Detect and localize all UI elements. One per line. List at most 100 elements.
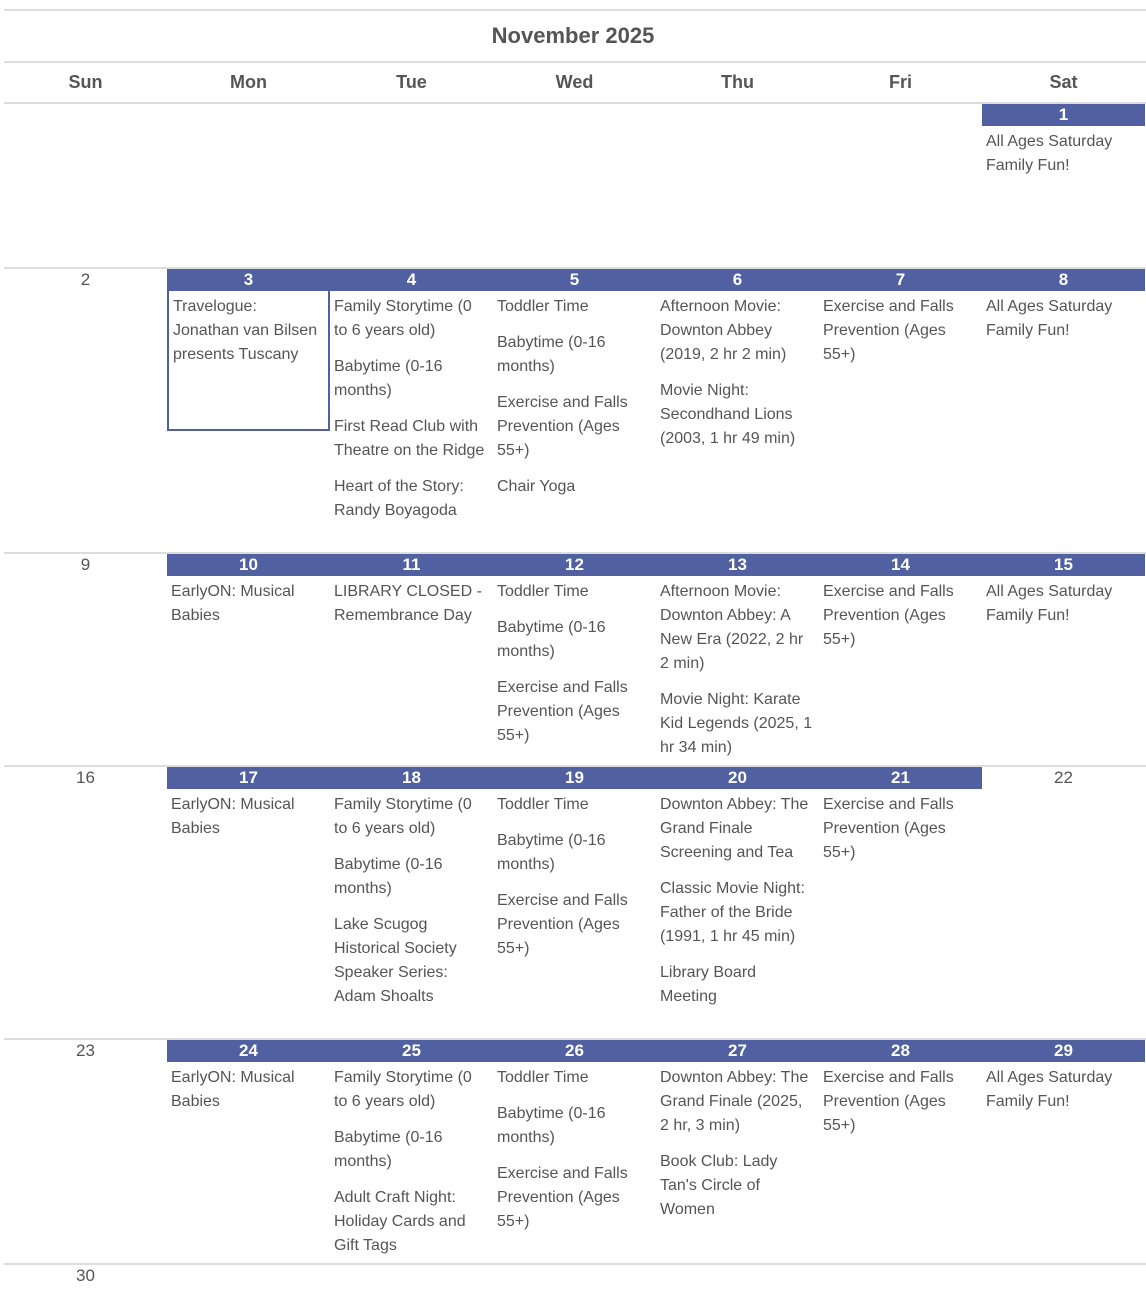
event-link[interactable]: All Ages Saturday Family Fun! — [986, 133, 1113, 174]
day-cell-15[interactable]: 15 All Ages Saturday Family Fun! — [982, 554, 1145, 767]
day-cell-22[interactable]: 22 — [982, 767, 1145, 1040]
event-link[interactable]: First Read Club with Theatre on the Ridg… — [334, 418, 485, 459]
day-cell-1[interactable]: 1 All Ages Saturday Family Fun! — [982, 104, 1145, 269]
event-list: All Ages Saturday Family Fun! — [982, 126, 1145, 178]
day-cell-6[interactable]: 6 Afternoon Movie: Downton Abbey (2019, 2… — [656, 269, 819, 554]
day-cell-26[interactable]: 26 Toddler Time Babytime (0-16 months) Exer… — [493, 1040, 656, 1265]
day-number: 15 — [982, 554, 1145, 576]
event-link[interactable]: Exercise and Falls Prevention (Ages 55+) — [497, 394, 628, 459]
event-link[interactable]: Exercise and Falls Prevention (Ages 55+) — [823, 1069, 954, 1134]
week-row: 23 24 EarlyON: Musical Babies 25 Family Stor… — [4, 1038, 1146, 1265]
day-number: 10 — [167, 554, 330, 576]
event-link[interactable]: Library Board Meeting — [660, 964, 757, 1005]
day-cell-12[interactable]: 12 Toddler Time Babytime (0-16 months) Exer… — [493, 554, 656, 767]
event-link[interactable]: Movie Night: Karate Kid Legends (2025, 1… — [660, 691, 813, 756]
event-link[interactable]: Family Storytime (0 to 6 years old) — [334, 796, 472, 837]
day-cell-4[interactable]: 4 Family Storytime (0 to 6 years old) Baby… — [330, 269, 493, 554]
event-list: EarlyON: Musical Babies — [167, 1062, 330, 1114]
day-cell-7[interactable]: 7 Exercise and Falls Prevention (Ages 55+… — [819, 269, 982, 554]
event-link[interactable]: Babytime (0-16 months) — [497, 334, 606, 375]
day-cell-13[interactable]: 13 Afternoon Movie: Downton Abbey: A New … — [656, 554, 819, 767]
event-link[interactable]: Family Storytime (0 to 6 years old) — [334, 298, 472, 339]
day-cell-8[interactable]: 8 All Ages Saturday Family Fun! — [982, 269, 1145, 554]
day-cell-19[interactable]: 19 Toddler Time Babytime (0-16 months) Exer… — [493, 767, 656, 1040]
event-link[interactable]: Toddler Time — [497, 583, 589, 600]
event-link[interactable]: Family Storytime (0 to 6 years old) — [334, 1069, 472, 1110]
day-cell-20[interactable]: 20 Downton Abbey: The Grand Finale Screen… — [656, 767, 819, 1040]
day-cell-23[interactable]: 23 — [4, 1040, 167, 1265]
event-link[interactable]: EarlyON: Musical Babies — [171, 1069, 295, 1110]
day-number: 14 — [819, 554, 982, 576]
event-link[interactable]: Exercise and Falls Prevention (Ages 55+) — [497, 679, 628, 744]
day-cell-24[interactable]: 24 EarlyON: Musical Babies — [167, 1040, 330, 1265]
day-number: 18 — [330, 767, 493, 789]
day-cell-17[interactable]: 17 EarlyON: Musical Babies — [167, 767, 330, 1040]
day-cell-2[interactable]: 2 — [4, 269, 167, 554]
event-link[interactable]: Toddler Time — [497, 298, 589, 315]
event-link[interactable]: EarlyON: Musical Babies — [171, 796, 295, 837]
event-link[interactable]: LIBRARY CLOSED - Remembrance Day — [334, 583, 482, 624]
event-link[interactable]: Exercise and Falls Prevention (Ages 55+) — [497, 892, 628, 957]
day-cell-14[interactable]: 14 Exercise and Falls Prevention (Ages 55… — [819, 554, 982, 767]
day-number: 12 — [493, 554, 656, 576]
day-cell-27[interactable]: 27 Downton Abbey: The Grand Finale (2025,… — [656, 1040, 819, 1265]
day-cell-25[interactable]: 25 Family Storytime (0 to 6 years old) Bab… — [330, 1040, 493, 1265]
week-row: 16 17 EarlyON: Musical Babies 18 Family Stor… — [4, 765, 1146, 1040]
event-link[interactable]: All Ages Saturday Family Fun! — [986, 1069, 1113, 1110]
event-link[interactable]: Exercise and Falls Prevention (Ages 55+) — [497, 1165, 628, 1230]
event-link[interactable]: Exercise and Falls Prevention (Ages 55+) — [823, 796, 954, 861]
event-link[interactable]: Travelogue: Jonathan van Bilsen presents… — [173, 298, 318, 363]
event-list: Downton Abbey: The Grand Finale (2025, 2… — [656, 1062, 819, 1222]
event-link[interactable]: Classic Movie Night: Father of the Bride… — [660, 880, 805, 945]
day-number: 25 — [330, 1040, 493, 1062]
day-cell-18[interactable]: 18 Family Storytime (0 to 6 years old) Bab… — [330, 767, 493, 1040]
event-list: Afternoon Movie: Downton Abbey (2019, 2 … — [656, 291, 819, 451]
event-link[interactable]: Babytime (0-16 months) — [334, 856, 443, 897]
day-cell-28[interactable]: 28 Exercise and Falls Prevention (Ages 55… — [819, 1040, 982, 1265]
day-cell-29[interactable]: 29 All Ages Saturday Family Fun! — [982, 1040, 1145, 1265]
day-cell-11[interactable]: 11 LIBRARY CLOSED - Remembrance Day — [330, 554, 493, 767]
event-link[interactable]: Heart of the Story: Randy Boyagoda — [334, 478, 464, 519]
event-link[interactable]: Movie Night: Secondhand Lions (2003, 1 h… — [660, 382, 796, 447]
divider — [4, 9, 1146, 11]
event-link[interactable]: Exercise and Falls Prevention (Ages 55+) — [823, 298, 954, 363]
day-cell-21[interactable]: 21 Exercise and Falls Prevention (Ages 55… — [819, 767, 982, 1040]
event-list: Family Storytime (0 to 6 years old) Babyt… — [330, 789, 493, 1009]
event-list: Travelogue: Jonathan van Bilsen presents… — [167, 291, 330, 431]
event-link[interactable]: Babytime (0-16 months) — [497, 832, 606, 873]
event-link[interactable]: Afternoon Movie: Downton Abbey: A New Er… — [660, 583, 804, 672]
day-number: 28 — [819, 1040, 982, 1062]
event-link[interactable]: Downton Abbey: The Grand Finale (2025, 2… — [660, 1069, 809, 1134]
event-link[interactable]: All Ages Saturday Family Fun! — [986, 583, 1113, 624]
day-cell-16[interactable]: 16 — [4, 767, 167, 1040]
event-link[interactable]: Toddler Time — [497, 796, 589, 813]
event-link[interactable]: Lake Scugog Historical Society Speaker S… — [334, 916, 457, 1005]
event-link[interactable]: Toddler Time — [497, 1069, 589, 1086]
event-link[interactable]: Afternoon Movie: Downton Abbey (2019, 2 … — [660, 298, 787, 363]
day-cell-10[interactable]: 10 EarlyON: Musical Babies — [167, 554, 330, 767]
day-number: 6 — [656, 269, 819, 291]
day-cell-9[interactable]: 9 — [4, 554, 167, 767]
weekday-header-mon: Mon — [230, 72, 267, 92]
week-row: 1 All Ages Saturday Family Fun! — [4, 102, 1146, 269]
event-link[interactable]: Babytime (0-16 months) — [497, 619, 606, 660]
day-number: 1 — [982, 104, 1145, 126]
event-link[interactable]: Adult Craft Night: Holiday Cards and Gif… — [334, 1189, 466, 1254]
event-link[interactable]: Babytime (0-16 months) — [497, 1105, 606, 1146]
event-link[interactable]: Babytime (0-16 months) — [334, 1129, 443, 1170]
day-cell-30[interactable]: 30 — [4, 1265, 167, 1310]
event-link[interactable]: EarlyON: Musical Babies — [171, 583, 295, 624]
event-link[interactable]: Babytime (0-16 months) — [334, 358, 443, 399]
day-cell-5[interactable]: 5 Toddler Time Babytime (0-16 months) Exerc… — [493, 269, 656, 554]
event-link[interactable]: Downton Abbey: The Grand Finale Screenin… — [660, 796, 809, 861]
event-list: All Ages Saturday Family Fun! — [982, 291, 1145, 343]
day-number: 29 — [982, 1040, 1145, 1062]
event-link[interactable]: Book Club: Lady Tan's Circle of Women — [660, 1153, 778, 1218]
week-row: 9 10 EarlyON: Musical Babies 11 LIBRARY CLOS… — [4, 552, 1146, 767]
event-link[interactable]: Chair Yoga — [497, 478, 576, 495]
event-link[interactable]: All Ages Saturday Family Fun! — [986, 298, 1113, 339]
day-cell-3[interactable]: 3 Travelogue: Jonathan van Bilsen present… — [167, 269, 330, 554]
event-list: Toddler Time Babytime (0-16 months) Exerci… — [493, 291, 656, 499]
event-link[interactable]: Exercise and Falls Prevention (Ages 55+) — [823, 583, 954, 648]
